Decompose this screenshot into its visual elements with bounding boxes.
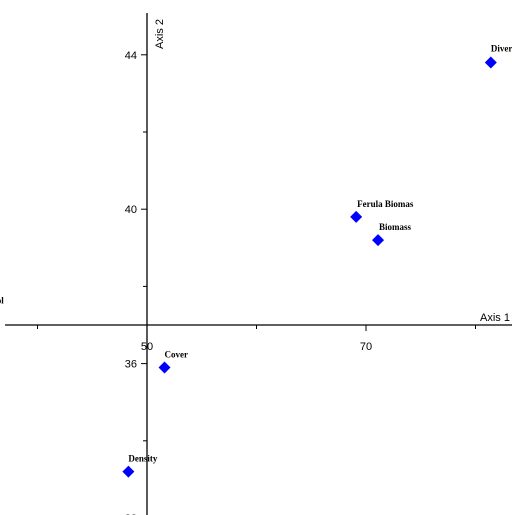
data-point-marker: [372, 234, 385, 247]
axis-ticks: [37, 54, 476, 442]
data-point-label: Cover: [165, 349, 189, 359]
data-point-label: Diversity: [491, 44, 512, 54]
y-axis-title: Axis 2: [154, 19, 166, 49]
data-point-label: Biomass: [379, 222, 412, 232]
data-point-marker: [484, 56, 497, 69]
data-point-marker: [350, 210, 363, 223]
y-tick-label: 32: [125, 513, 137, 515]
y-tick-label: 36: [125, 359, 137, 371]
axis-tick-labels: 50 70 32 36 40 44: [125, 50, 372, 515]
data-point-marker: [122, 465, 135, 478]
data-point-marker: [158, 361, 171, 374]
data-points: [122, 56, 497, 478]
y-tick-label: 40: [125, 204, 137, 216]
data-point-label: Phenol: [0, 295, 4, 305]
x-tick-label: 70: [360, 341, 372, 353]
x-axis-title: Axis 1: [480, 312, 510, 324]
x-tick-label: 50: [141, 341, 153, 353]
data-point-label: Ferula Biomas: [357, 199, 414, 209]
point-labels: DiversityFerula BiomasBiomassPhenola- Pi…: [0, 44, 512, 464]
y-tick-label: 44: [125, 50, 137, 62]
data-point-label: Density: [128, 454, 157, 464]
